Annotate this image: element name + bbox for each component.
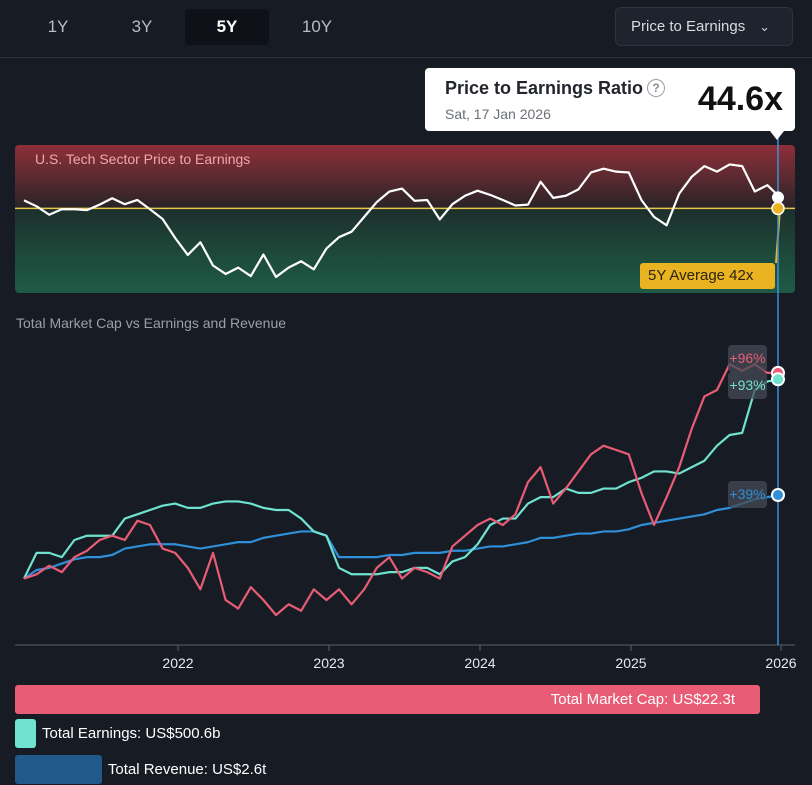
revenue-line [23,493,781,580]
revenue-change-label: +39% [728,481,767,508]
tab-3y[interactable]: 3Y [131,17,153,36]
earnings-line [23,378,781,580]
tooltip-value: 44.6x [697,80,783,118]
help-icon[interactable]: ? [647,79,666,97]
tooltip-pointer [770,131,784,140]
revenue-total: Total Revenue: US$2.6t [107,761,267,778]
average-dot [771,201,785,216]
metric-dropdown[interactable]: Price to Earnings ⌄ [615,7,793,46]
lower-chart-title: Total Market Cap vs Earnings and Revenue [16,315,287,331]
earnings-change-label: +93% [728,372,767,400]
average-label: 5Y Average 42x [640,263,775,289]
earnings-total: Total Earnings: US$500.6b [42,725,221,742]
tooltip-title: Price to Earnings Ratio [445,78,644,98]
earnings-bar [15,719,36,748]
x-tick-label: 2023 [313,655,344,671]
x-tick-label: 2024 [464,655,495,671]
earnings-end-dot [771,372,785,387]
metric-dropdown-value: Price to Earnings [631,18,746,35]
x-tick-label: 2026 [765,655,796,671]
tab-10y[interactable]: 10Y [301,17,333,36]
pe-current-dot [772,191,784,204]
x-tick-label: 2022 [162,655,193,671]
tooltip-date: Sat, 17 Jan 2026 [445,106,551,122]
tab-5y[interactable]: 5Y [185,9,269,45]
pe-chart-title: U.S. Tech Sector Price to Earnings [35,151,251,167]
tooltip: Price to Earnings Ratio? Sat, 17 Jan 202… [425,68,795,140]
revenue-bar [15,755,102,784]
chevron-down-icon: ⌄ [759,19,770,34]
market-cap-bar [15,685,760,714]
tab-1y[interactable]: 1Y [47,17,69,36]
market-cap-line [23,363,780,617]
x-tick-label: 2025 [615,655,646,671]
revenue-end-dot [771,488,785,502]
market-cap-total: Total Market Cap: US$22.3t [550,691,735,708]
top-bar: 1Y 3Y 5Y 10Y Price to Earnings ⌄ [0,0,812,58]
pe-line [23,163,781,279]
market-cap-change-label: +96% [728,344,767,372]
